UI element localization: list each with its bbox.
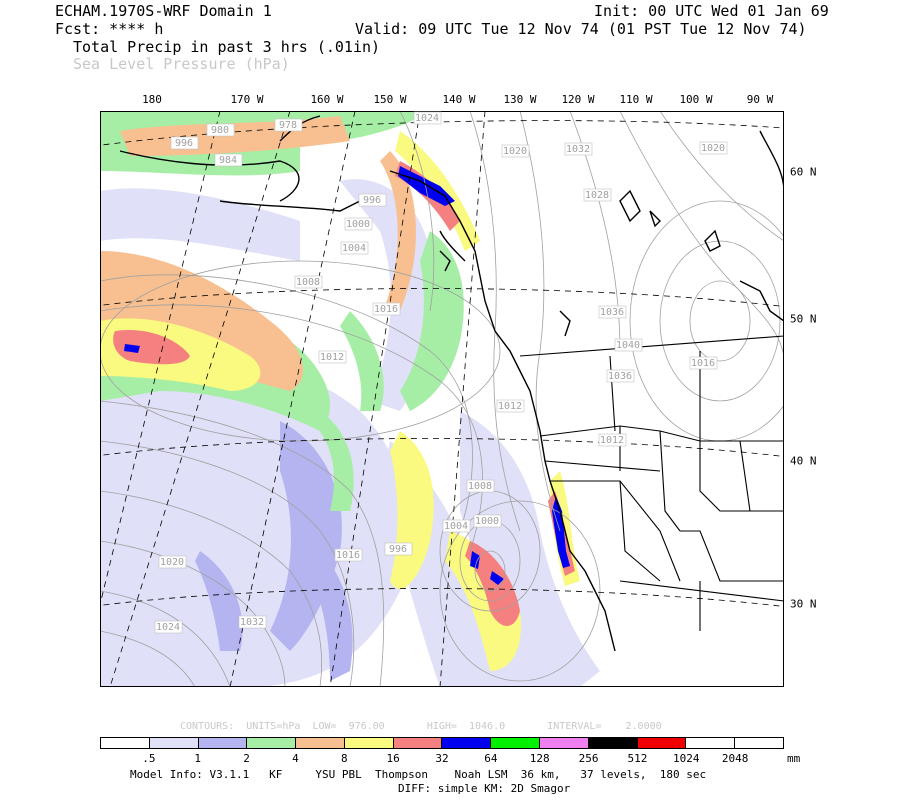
colorbar-label: 8: [340, 752, 348, 765]
colorbar-swatch: [637, 738, 687, 748]
lat-label: 40 N: [790, 454, 817, 468]
model-info: Model Info: V3.1.1 KF YSU PBL Thompson N…: [130, 768, 707, 781]
pressure-label: 996: [175, 138, 193, 149]
colorbar-label: 16: [386, 752, 400, 765]
colorbar-swatch: [540, 738, 589, 748]
pressure-label: 984: [219, 155, 237, 166]
colorbar-swatch: [442, 738, 492, 748]
colorbar-swatch: [247, 738, 297, 748]
lat-label: 30 N: [790, 597, 817, 611]
pressure-label: 1008: [468, 481, 492, 492]
colorbar-label: 256: [578, 752, 599, 765]
lat-label: 50 N: [790, 312, 817, 326]
colorbar-label: 1: [194, 752, 202, 765]
pressure-label: 1036: [600, 307, 624, 318]
pressure-label: 996: [389, 544, 407, 555]
pressure-label: 1008: [296, 277, 320, 288]
colorbar-label: 4: [292, 752, 299, 765]
colorbar-swatch: [198, 738, 248, 748]
state-borders: [519, 335, 784, 631]
pressure-label: 1004: [444, 521, 468, 532]
pressure-label: 978: [279, 120, 297, 131]
colorbar-swatch: [735, 738, 783, 748]
pressure-label: 1000: [475, 516, 499, 527]
pressure-label: 1020: [160, 557, 184, 568]
colorbar-swatch: [101, 738, 150, 748]
pressure-label: 1020: [701, 143, 725, 154]
colorbar-label: 32: [435, 752, 449, 765]
pressure-label: 1024: [156, 622, 180, 633]
lat-label: 60 N: [790, 165, 817, 179]
pressure-label: 1012: [498, 401, 522, 412]
pressure-label: 980: [211, 125, 229, 136]
colorbar: [100, 737, 784, 749]
pressure-label: 1032: [566, 144, 590, 155]
lon-label: 100 W: [679, 93, 713, 106]
diff-info: DIFF: simple KM: 2D Smagor: [398, 782, 571, 795]
colorbar-label: 64: [484, 752, 498, 765]
pressure-contours: [100, 111, 784, 687]
colorbar-units: mm: [787, 752, 801, 765]
valid-time: Valid: 09 UTC Tue 12 Nov 74 (01 PST Tue …: [355, 20, 807, 38]
pressure-label: 1040: [616, 340, 640, 351]
pressure-label: 1032: [240, 617, 264, 628]
pressure-label: 1016: [336, 550, 360, 561]
pressure-label: 1020: [503, 146, 527, 157]
pressure-label: 996: [363, 195, 381, 206]
colorbar-swatch: [588, 738, 638, 748]
colorbar-swatch: [296, 738, 345, 748]
forecast-hour: Fcst: **** h: [55, 20, 164, 38]
lon-label: 110 W: [619, 93, 653, 106]
field-precip-title: Total Precip in past 3 hrs (.01in): [73, 38, 381, 56]
lon-label: 90 W: [746, 93, 774, 106]
lon-label: 170 W: [230, 93, 264, 106]
pressure-label: 1024: [415, 113, 439, 124]
lon-label: 130 W: [503, 93, 537, 106]
pressure-labels: 980 996 984 978 996 1000 1004 1008 1016 1012 1024 1…: [154, 111, 728, 634]
pressure-label: 1004: [342, 243, 366, 254]
colorbar-swatch: [149, 738, 199, 748]
field-slp-title: Sea Level Pressure (hPa): [73, 55, 290, 73]
pressure-label: 1012: [320, 352, 344, 363]
pressure-label: 1012: [600, 435, 624, 446]
lon-label: 180: [142, 93, 162, 106]
pressure-label: 1016: [691, 358, 715, 369]
colorbar-swatch: [393, 738, 443, 748]
precip-map: 980 996 984 978 996 1000 1004 1008 1016 1012 1024 1…: [100, 111, 784, 687]
colorbar-swatch: [344, 738, 394, 748]
lon-label: 150 W: [373, 93, 407, 106]
colorbar-swatch: [686, 738, 736, 748]
precip-shading: [100, 111, 600, 687]
lon-label: 160 W: [310, 93, 344, 106]
colorbar-label: .5: [142, 752, 156, 765]
pressure-label: 1036: [608, 371, 632, 382]
colorbar-label: 2: [243, 752, 250, 765]
pressure-label: 1016: [374, 304, 398, 315]
init-time: Init: 00 UTC Wed 01 Jan 69: [594, 2, 829, 20]
colorbar-label: 128: [529, 752, 550, 765]
latlon-grid: [100, 111, 784, 687]
lon-label: 120 W: [561, 93, 595, 106]
colorbar-label: 1024: [673, 752, 700, 765]
model-title: ECHAM.1970S-WRF Domain 1: [55, 2, 272, 20]
pressure-label: 1000: [346, 219, 370, 230]
colorbar-label: 2048: [721, 752, 749, 765]
colorbar-swatch: [491, 738, 541, 748]
pressure-label: 1028: [585, 190, 609, 201]
contour-info: CONTOURS: UNITS=hPa LOW= 976.00 HIGH= 10…: [180, 721, 662, 732]
colorbar-label: 512: [627, 752, 648, 765]
lon-label: 140 W: [442, 93, 476, 106]
